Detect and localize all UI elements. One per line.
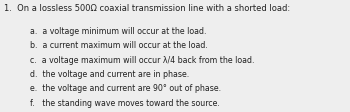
Text: e.  the voltage and current are 90° out of phase.: e. the voltage and current are 90° out o… (30, 84, 221, 93)
Text: d.  the voltage and current are in phase.: d. the voltage and current are in phase. (30, 70, 189, 79)
Text: c.  a voltage maximum will occur λ/4 back from the load.: c. a voltage maximum will occur λ/4 back… (30, 56, 254, 65)
Text: f.   the standing wave moves toward the source.: f. the standing wave moves toward the so… (30, 99, 220, 108)
Text: 1.  On a lossless 500Ω coaxial transmission line with a shorted load:: 1. On a lossless 500Ω coaxial transmissi… (4, 4, 290, 13)
Text: b.  a current maximum will occur at the load.: b. a current maximum will occur at the l… (30, 41, 208, 50)
Text: a.  a voltage minimum will occur at the load.: a. a voltage minimum will occur at the l… (30, 27, 206, 36)
